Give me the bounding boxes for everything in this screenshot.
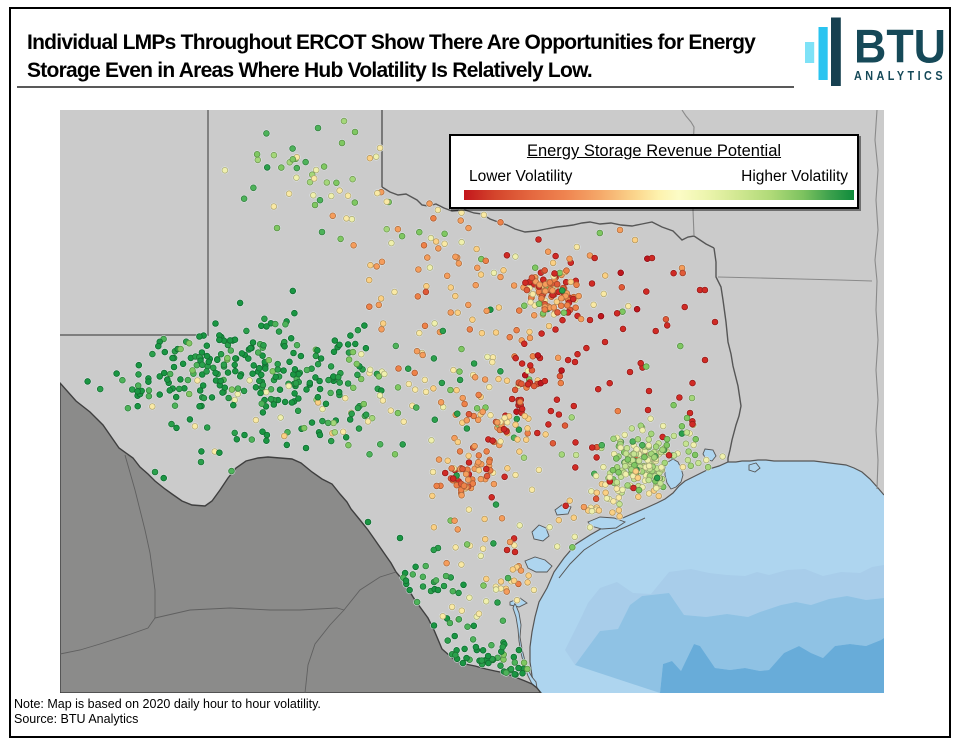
- svg-text:BTU: BTU: [854, 21, 946, 74]
- svg-text:ANALYTICS: ANALYTICS: [854, 69, 946, 83]
